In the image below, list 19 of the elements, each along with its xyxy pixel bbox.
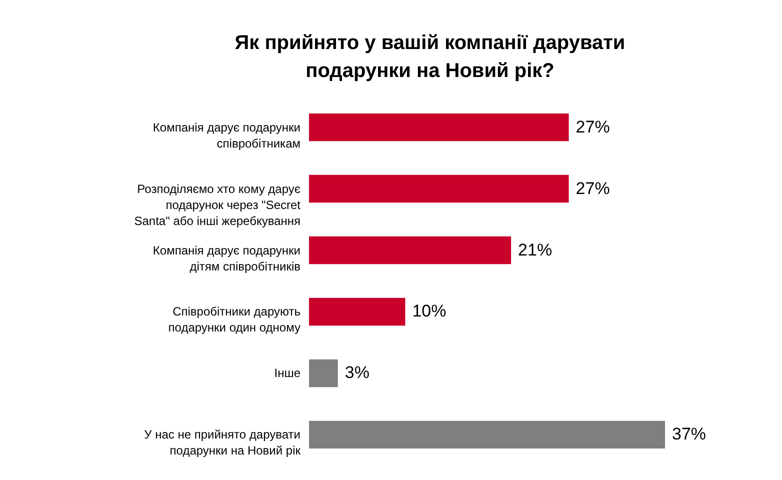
bar bbox=[309, 298, 406, 326]
bar bbox=[309, 359, 338, 388]
data-label: 10% bbox=[412, 302, 446, 321]
data-label: 37% bbox=[672, 424, 706, 444]
bar bbox=[309, 420, 665, 449]
bar bbox=[309, 113, 569, 142]
y-tick-label: Інше bbox=[274, 366, 301, 380]
data-label: 27% bbox=[576, 117, 610, 136]
data-label: 3% bbox=[344, 363, 370, 382]
data-label: 21% bbox=[518, 240, 552, 260]
bar bbox=[309, 174, 569, 203]
y-tick-label: У нас не прийнято дарувати подарунки на Новий рік bbox=[144, 428, 302, 458]
chart-title: Як прийнято у вашій компанії дарувати подарунки на Новий рік? bbox=[234, 32, 626, 82]
bar bbox=[309, 236, 512, 264]
y-tick-label: Співробітники дарують подарунки один одному bbox=[168, 304, 300, 335]
y-tick-label: Компанія дарує подарунки дітям співробітників bbox=[152, 243, 300, 274]
data-label: 27% bbox=[576, 178, 610, 198]
y-tick-label: Розподіляємо хто кому дарує подарунок через "Secret Santa" або інші жеребкування bbox=[134, 182, 302, 228]
y-tick-label: Компанія дарує подарунки співробітникам bbox=[152, 120, 300, 150]
